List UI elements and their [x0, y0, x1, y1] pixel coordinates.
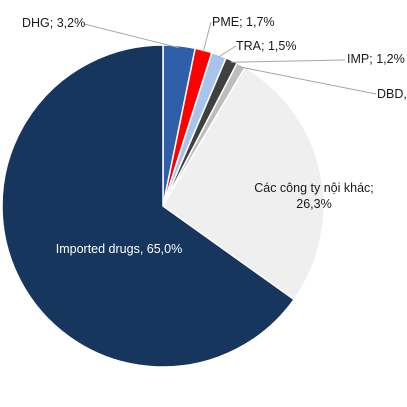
- leader-lines: [83, 21, 377, 95]
- leader-line-pme: [202, 21, 212, 53]
- pie-slices: [1, 44, 325, 368]
- label-dbd: DBD,: [377, 87, 407, 101]
- label-dhg: DHG; 3,2%: [22, 16, 85, 30]
- leader-line-dhg: [83, 23, 180, 49]
- label-imp: IMP; 1,2%: [347, 52, 405, 66]
- slice-labels: DHG; 3,2% PME; 1,7% TRA; 1,5% IMP; 1,2% …: [22, 15, 407, 256]
- slice-c-c-c-ng-ty-n-i-kh-c: [162, 66, 325, 301]
- label-others-name: Các công ty nội khác;: [254, 181, 374, 195]
- leader-line-tra: [218, 45, 237, 58]
- label-tra: TRA; 1,5%: [236, 39, 296, 53]
- slice-imported-drugs: [1, 44, 296, 368]
- label-others-value: 26,3%: [296, 197, 331, 211]
- label-imported: Imported drugs, 65,0%: [56, 242, 182, 256]
- leader-line-dbd: [240, 66, 377, 95]
- leader-line-imp: [230, 59, 346, 63]
- label-pme: PME; 1,7%: [212, 15, 275, 29]
